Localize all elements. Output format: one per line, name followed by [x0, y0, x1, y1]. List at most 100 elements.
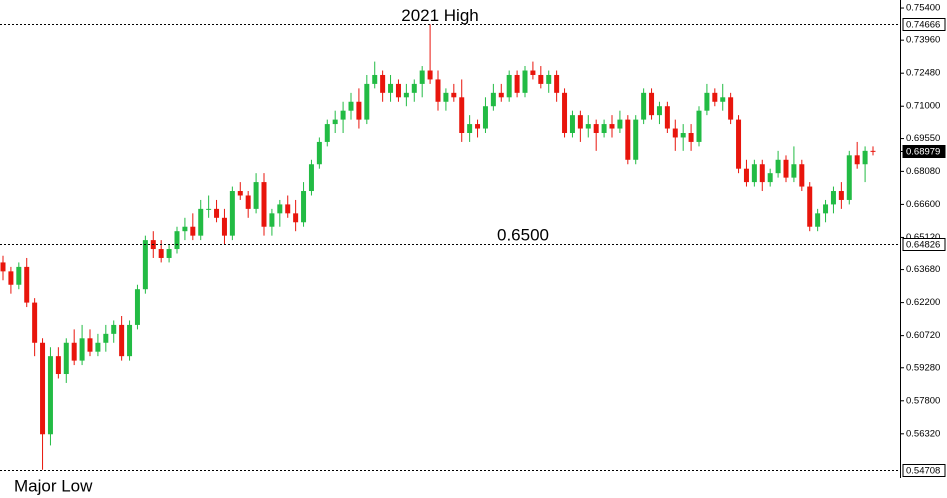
y-tick-label: 0.69550	[906, 133, 940, 144]
candle-body	[846, 155, 852, 200]
candle-body	[641, 92, 647, 120]
candle-body	[253, 182, 259, 209]
candle-body	[190, 226, 196, 236]
candle-body	[751, 164, 757, 183]
candle-body	[174, 231, 180, 250]
candle-body	[332, 119, 338, 125]
candle-body	[356, 101, 362, 120]
candle-body	[514, 74, 520, 93]
candle-body	[656, 106, 662, 116]
candle-body	[720, 97, 726, 102]
candle-body	[214, 208, 220, 218]
candle-body	[538, 74, 544, 84]
candle-body	[71, 342, 77, 361]
candle-body	[119, 324, 125, 357]
candle-body	[617, 119, 623, 129]
candle-body	[395, 83, 401, 98]
candle-body	[554, 74, 560, 93]
candle-body	[229, 191, 235, 236]
candle-body	[427, 70, 433, 80]
candle-body	[245, 195, 251, 209]
candle-body	[348, 101, 354, 111]
candle-body	[316, 141, 322, 165]
candle-body	[32, 302, 38, 343]
y-tick-label: 0.65120	[906, 232, 940, 243]
candle-body	[854, 155, 860, 165]
candle-body	[609, 124, 615, 129]
candle-body	[55, 356, 61, 375]
candle-body	[87, 338, 93, 352]
candle-body	[301, 191, 307, 223]
candle-body	[364, 83, 370, 120]
candle-body	[593, 124, 599, 134]
y-tick-label: 0.72480	[906, 68, 940, 79]
level-label: 0.54708	[906, 466, 940, 477]
y-tick-label: 0.75400	[906, 3, 940, 14]
y-tick-label: 0.60720	[906, 330, 940, 341]
level-label-box	[902, 238, 946, 251]
candle-body	[649, 92, 655, 116]
candle-body	[625, 119, 631, 160]
candle-body	[111, 324, 117, 334]
level-label: 0.68979	[906, 147, 940, 158]
candle-body	[815, 213, 821, 227]
candle-body	[158, 249, 164, 258]
candle-body	[870, 150, 876, 152]
candle-body	[498, 92, 504, 98]
y-tick-label: 0.73960	[906, 35, 940, 46]
candle-body	[127, 324, 133, 357]
candle-body	[743, 168, 749, 183]
candle-body	[767, 173, 773, 183]
candle-body	[237, 191, 243, 196]
level-label-box	[902, 145, 946, 158]
y-tick-label: 0.66600	[906, 199, 940, 210]
candle-body	[680, 133, 686, 138]
candle-body	[506, 74, 512, 98]
level-label: 0.64826	[906, 240, 940, 251]
candle-body	[221, 217, 227, 236]
candle-body	[403, 92, 409, 98]
annotation: 2021 High	[401, 6, 479, 25]
candle-body	[95, 342, 101, 352]
candle-body	[546, 74, 552, 84]
candle-body	[712, 92, 718, 102]
candle-body	[562, 92, 568, 134]
candle-body	[79, 338, 85, 361]
candle-body	[8, 271, 14, 285]
y-tick-label: 0.56320	[906, 428, 940, 439]
y-tick-label: 0.62200	[906, 297, 940, 308]
candle-body	[324, 124, 330, 142]
candle-body	[459, 97, 465, 134]
candle-body	[633, 119, 639, 160]
candle-body	[862, 150, 868, 165]
candle-body	[372, 74, 378, 84]
candle-body	[269, 213, 275, 227]
annotation: Major Low	[14, 476, 93, 495]
candle-body	[443, 92, 449, 102]
candle-body	[285, 204, 291, 214]
y-tick-label: 0.71000	[906, 101, 940, 112]
candle-body	[166, 249, 172, 258]
candle-body	[467, 124, 473, 134]
candle-body	[340, 110, 346, 120]
candle-body	[791, 164, 797, 178]
candle-body	[182, 226, 188, 232]
candle-body	[103, 333, 109, 343]
candle-body	[530, 70, 536, 75]
candle-body	[775, 159, 781, 174]
candle-body	[696, 110, 702, 142]
candle-body	[577, 115, 583, 129]
candle-body	[585, 124, 591, 129]
candle-body	[688, 133, 694, 142]
candle-body	[206, 208, 212, 210]
candle-body	[47, 356, 53, 435]
candle-body	[198, 208, 204, 236]
candle-body	[728, 97, 734, 120]
candle-body	[435, 79, 441, 102]
candle-body	[388, 83, 394, 93]
candle-body	[490, 92, 496, 107]
candle-body	[569, 115, 575, 134]
candle-body	[522, 70, 528, 93]
candle-body	[293, 213, 299, 223]
